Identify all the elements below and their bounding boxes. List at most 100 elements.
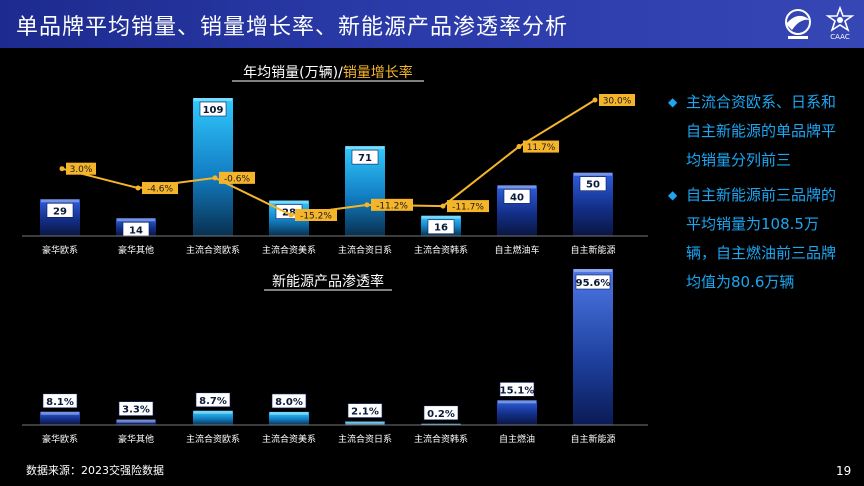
chart2-bars: 8.1% 3.3% 8.7% 8.0% 2.1% 0.2% 15.1% 95.6% (40, 269, 613, 425)
growth-label-box (523, 140, 559, 153)
growth-label: 30.0% (603, 97, 632, 107)
chart1-category-labels: 豪华欧系 豪华其他 主流合资欧系 主流合资美系 主流合资日系 主流合资韩系 自主燃油车 自主新… (42, 244, 616, 256)
header-bar: 单品牌平均销量、销量增长率、新能源产品渗透率分析 CAAC (0, 0, 864, 48)
category-label: 主流合资美系 (262, 433, 316, 445)
penetration-bar-highlight (574, 269, 612, 272)
growth-label: -4.6% (147, 185, 174, 195)
bullet-list: ◆ 主流合资欧系、日系和自主新能源的单品牌平均销量分列前三 ◆ 自主新能源前三品… (668, 88, 848, 303)
sales-bar-highlight (41, 199, 79, 203)
penetration-value-box (271, 393, 307, 409)
sales-value-box (503, 189, 531, 204)
penetration-value-label: 0.2% (427, 409, 455, 420)
sales-value-label: 50 (586, 180, 600, 191)
penetration-value-label: 8.1% (46, 397, 74, 408)
growth-label-box (219, 171, 255, 184)
penetration-value-box (118, 401, 154, 416)
penetration-bar-highlight (270, 411, 308, 415)
sales-bar-highlight (498, 185, 536, 189)
sales-bar (193, 98, 233, 236)
growth-label-box (599, 94, 635, 106)
penetration-bar-highlight (194, 410, 232, 414)
penetration-value-label: 8.7% (199, 396, 227, 407)
growth-label: 11.7% (527, 143, 556, 153)
growth-label: -15.2% (300, 212, 332, 222)
category-label: 豪华欧系 (42, 433, 78, 445)
diamond-bullet-icon: ◆ (668, 95, 678, 109)
bullet-text-2: 自主新能源前三品牌的平均销量为108.5万辆，自主燃油前三品牌均值为80.6万辆 (686, 186, 837, 291)
growth-point (516, 144, 522, 150)
growth-label-box (295, 209, 337, 221)
growth-label: -11.2% (376, 201, 408, 211)
penetration-value-label: 2.1% (351, 407, 379, 418)
diamond-bullet-icon: ◆ (668, 188, 678, 202)
penetration-value-box (575, 274, 611, 290)
penetration-value-label: 8.0% (275, 397, 303, 408)
penetration-bar (116, 419, 156, 425)
chart1-title: 年均销量(万辆)/销量增长率 (243, 64, 413, 81)
penetration-bar-highlight (498, 400, 536, 404)
category-label: 豪华欧系 (42, 244, 78, 256)
growth-label: -11.7% (452, 203, 484, 213)
penetration-value-box (423, 405, 459, 421)
sales-value-label: 29 (53, 206, 67, 217)
bullet-item-2: ◆ 自主新能源前三品牌的平均销量为108.5万辆，自主燃油前三品牌均值为80.6… (668, 181, 848, 297)
growth-label-box (447, 200, 489, 213)
caac-logo-icon: CAAC (825, 6, 855, 41)
penetration-value-box (42, 393, 78, 409)
penetration-value-label: 15.1% (500, 385, 535, 396)
category-label: 主流合资韩系 (414, 433, 468, 445)
penetration-bar (40, 411, 80, 425)
penetration-value-box (195, 392, 231, 408)
growth-point (212, 175, 218, 181)
penetration-bar (497, 400, 537, 425)
sales-bar-highlight (270, 200, 308, 204)
bullet-text-1: 主流合资欧系、日系和自主新能源的单品牌平均销量分列前三 (686, 93, 837, 169)
sales-value-label: 16 (434, 223, 448, 234)
growth-point (288, 212, 294, 218)
chart2-category-labels: 豪华欧系 豪华其他 主流合资欧系 主流合资美系 主流合资日系 主流合资韩系 自主燃油 自主新能… (42, 433, 616, 445)
penetration-bar (193, 410, 233, 425)
brand-logo-icon (785, 9, 811, 39)
penetration-bar-highlight (117, 419, 155, 423)
penetration-bar-highlight (346, 421, 384, 425)
chart1-title-part1: 年均销量(万辆)/ (243, 65, 343, 81)
penetration-bar (269, 411, 309, 425)
sales-value-box (579, 176, 607, 191)
category-label: 主流合资韩系 (414, 244, 468, 256)
penetration-value-box (499, 382, 535, 397)
penetration-bar (421, 423, 461, 425)
sales-bar-highlight (194, 98, 232, 101)
growth-label-box (142, 182, 178, 195)
category-label: 主流合资日系 (338, 433, 392, 445)
caac-logo-text: CAAC (830, 33, 850, 41)
category-label: 主流合资欧系 (186, 433, 240, 445)
growth-point (59, 166, 65, 172)
sales-bar-highlight (117, 218, 155, 222)
growth-label: -0.6% (224, 174, 251, 184)
category-label: 自主燃油车 (494, 244, 539, 256)
sales-value-label: 71 (358, 153, 372, 164)
penetration-bar-highlight (422, 423, 460, 425)
sales-bar-highlight (422, 215, 460, 219)
penetration-bar (573, 269, 613, 425)
growth-point (135, 185, 141, 191)
growth-point (440, 203, 446, 209)
category-label: 主流合资日系 (338, 244, 392, 256)
page-number: 19 (836, 464, 852, 478)
category-label: 自主燃油 (499, 433, 535, 445)
chart1-title-part2: 销量增长率 (343, 64, 413, 81)
penetration-value-label: 95.6% (576, 278, 611, 289)
category-label: 自主新能源 (570, 433, 615, 445)
sales-value-box (199, 101, 227, 117)
growth-point (592, 97, 598, 103)
sales-value-label: 109 (203, 105, 224, 116)
chart1-growth-line: 3.0% -4.6% -0.6% -15.2% -11.2% -11.7% 11.7% 30.… (59, 94, 635, 222)
sales-value-box (46, 202, 74, 218)
growth-point (364, 202, 370, 208)
penetration-bar-highlight (41, 411, 79, 415)
growth-label: 3.0% (70, 165, 93, 175)
growth-label-box (66, 162, 96, 175)
growth-label-box (371, 198, 413, 211)
